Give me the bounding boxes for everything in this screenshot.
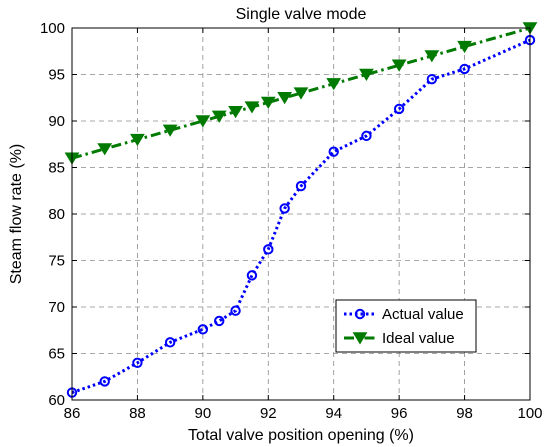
data-point	[197, 324, 209, 335]
legend-label: Actual value	[382, 306, 464, 323]
data-point	[391, 59, 407, 72]
y-axis-label: Steam flow rate (%)	[8, 144, 25, 284]
data-point	[132, 357, 143, 368]
data-point	[211, 110, 227, 123]
legend: Actual value Ideal value	[335, 299, 477, 353]
data-point	[99, 376, 110, 387]
data-point	[244, 101, 260, 114]
chart-title: Single valve mode	[236, 6, 367, 23]
y-tick-label: 65	[48, 346, 65, 363]
data-point	[277, 92, 293, 105]
series-line	[71, 26, 531, 160]
data-point	[295, 180, 307, 192]
data-point	[260, 96, 276, 109]
data-point	[230, 305, 241, 316]
legend-label: Ideal value	[382, 330, 455, 347]
data-point	[214, 315, 225, 327]
y-tick-label: 90	[48, 113, 65, 130]
x-tick-label: 94	[325, 405, 342, 422]
data-point	[162, 124, 178, 137]
x-tick-label: 100	[517, 405, 542, 422]
data-point	[293, 87, 309, 100]
x-tick-label: 96	[391, 405, 408, 422]
x-tick-label: 86	[64, 405, 81, 422]
data-point	[426, 73, 438, 85]
data-point	[263, 244, 274, 255]
legend-marker	[352, 332, 368, 345]
legend-marker	[354, 308, 366, 320]
y-tick-label: 95	[48, 67, 65, 84]
data-point	[97, 143, 113, 156]
data-point	[164, 337, 176, 348]
data-point	[424, 50, 440, 63]
data-point	[326, 78, 342, 91]
x-tick-label: 88	[129, 405, 146, 422]
data-point	[130, 133, 145, 147]
data-point	[279, 203, 290, 214]
series-layer	[64, 22, 538, 398]
series-2	[64, 22, 538, 165]
data-point	[228, 106, 243, 119]
data-point	[393, 103, 405, 115]
x-axis-label: Total valve position opening (%)	[188, 427, 414, 444]
y-tick-label: 70	[48, 299, 65, 316]
x-tick-label: 98	[456, 405, 473, 422]
data-point	[361, 130, 372, 142]
y-tick-label: 75	[48, 253, 65, 270]
ticks: 86 88 90 92 94 96 98 100 60 65 70 75 80 85 90 95 100	[40, 20, 543, 422]
data-point	[246, 270, 258, 281]
data-point	[459, 63, 470, 75]
x-tick-label: 92	[260, 405, 277, 422]
data-point	[195, 115, 211, 128]
y-tick-label: 100	[40, 20, 65, 37]
data-point	[359, 68, 374, 81]
y-tick-label: 85	[48, 160, 65, 177]
data-point	[328, 146, 339, 157]
y-tick-label: 80	[48, 206, 65, 223]
data-point	[457, 40, 472, 54]
series-line	[71, 38, 531, 394]
y-tick-label: 60	[48, 392, 65, 409]
x-tick-label: 90	[195, 405, 212, 422]
